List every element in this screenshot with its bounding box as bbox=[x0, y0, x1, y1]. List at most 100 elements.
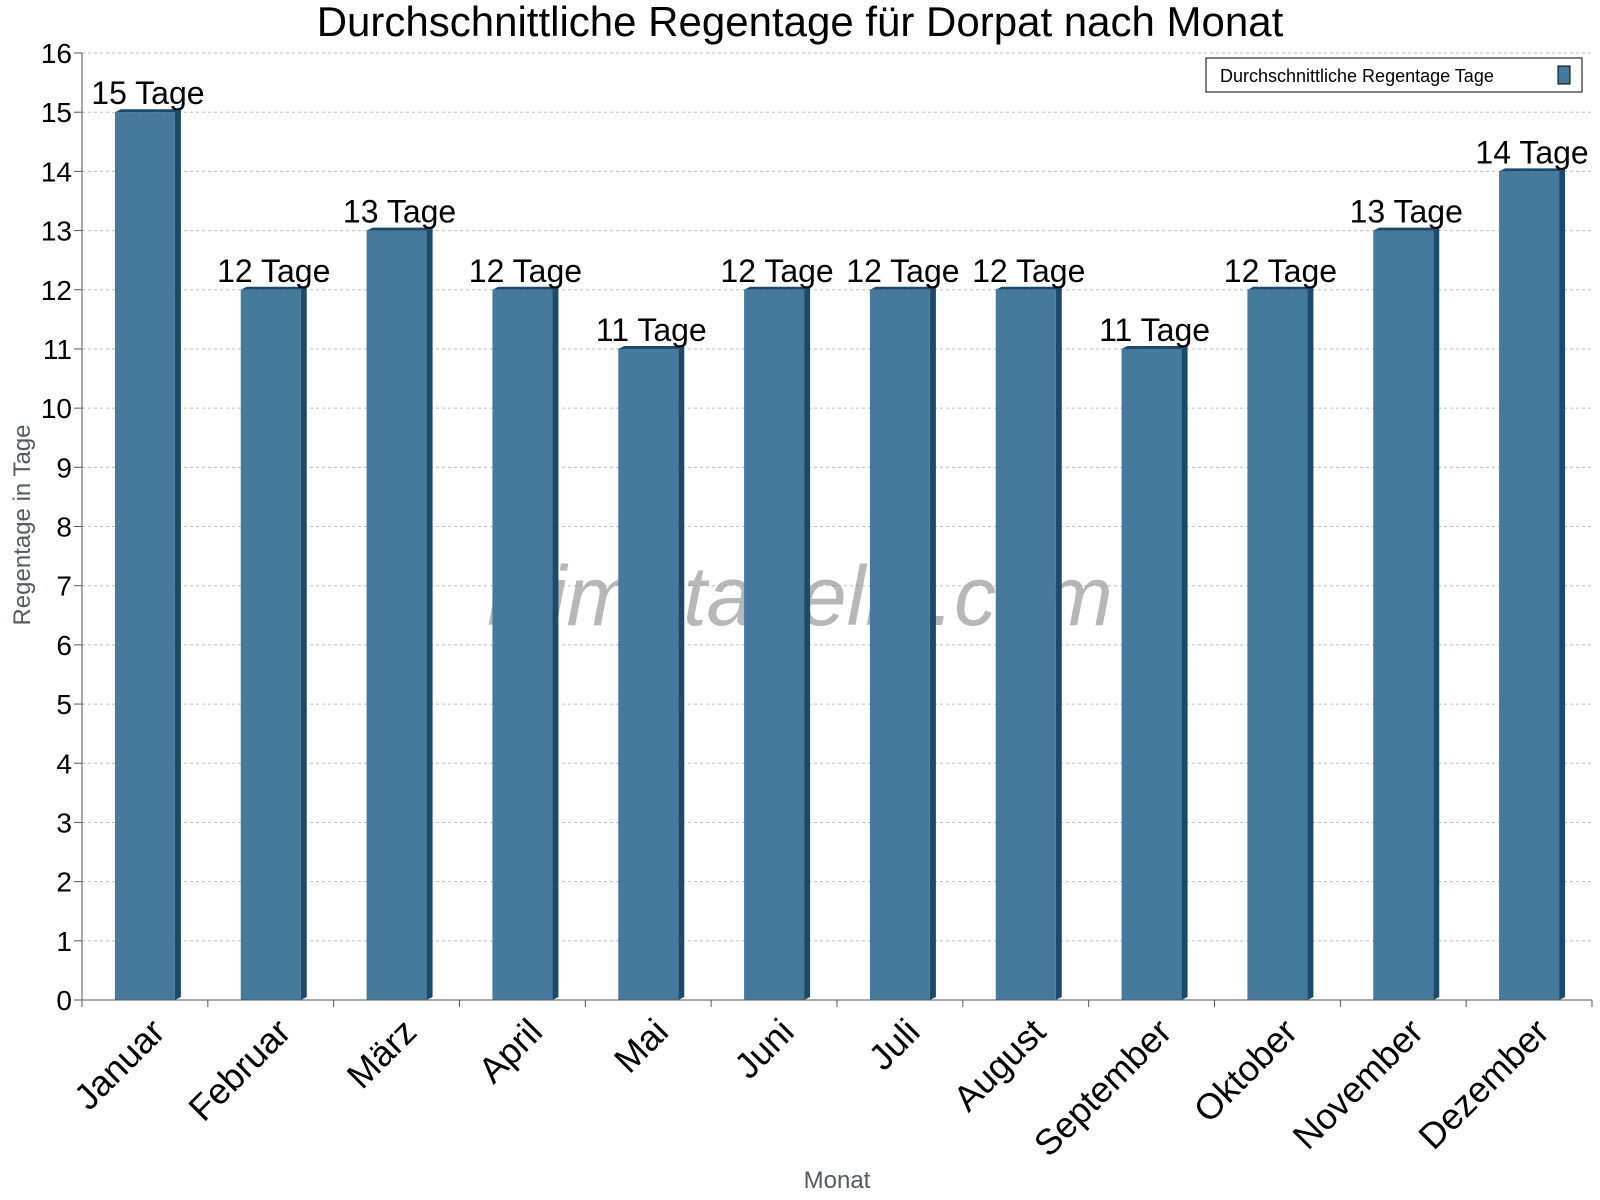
bar-group bbox=[1499, 168, 1566, 1000]
data-label: 12 Tage bbox=[1224, 253, 1337, 289]
bar-side bbox=[1307, 286, 1314, 1000]
bar-group bbox=[995, 286, 1062, 1000]
data-label: 12 Tage bbox=[217, 253, 330, 289]
bar-side bbox=[300, 286, 307, 1000]
bar-side bbox=[174, 109, 181, 1000]
y-tick-label: 14 bbox=[41, 156, 72, 187]
bar-group bbox=[1373, 227, 1440, 1000]
y-tick-label: 8 bbox=[56, 512, 72, 543]
bar-side bbox=[1055, 286, 1062, 1000]
gridlines bbox=[82, 52, 1592, 942]
bar-group bbox=[869, 286, 936, 1000]
y-tick-label: 5 bbox=[56, 689, 72, 720]
bar-group bbox=[744, 286, 811, 1000]
legend-box bbox=[1205, 57, 1583, 93]
data-labels: 15 Tage 12 Tage 13 Tage 12 Tage 11 Tage 12 Ta… bbox=[91, 75, 1588, 348]
bar bbox=[1499, 171, 1560, 1000]
bar-top bbox=[114, 109, 181, 113]
bar-side bbox=[929, 286, 936, 1000]
chart-title: Durchschnittliche Regentage für Dorpat n… bbox=[317, 0, 1284, 45]
x-tick-label: Februar bbox=[180, 1011, 298, 1129]
data-label: 11 Tage bbox=[596, 312, 707, 348]
bar bbox=[869, 289, 930, 1000]
bar bbox=[114, 112, 175, 1000]
y-tick-label: 4 bbox=[56, 748, 72, 779]
x-tick-label: Dezember bbox=[1410, 1011, 1556, 1157]
bar-group bbox=[1247, 286, 1314, 1000]
y-tick-label: 2 bbox=[56, 867, 72, 898]
bar bbox=[240, 289, 301, 1000]
x-tick-label: April bbox=[470, 1011, 550, 1091]
data-label: 11 Tage bbox=[1099, 312, 1210, 348]
x-tick-label: Januar bbox=[66, 1011, 173, 1118]
bar-side bbox=[804, 286, 811, 1000]
bar bbox=[1121, 348, 1182, 1000]
bar-top bbox=[366, 227, 433, 231]
legend: Durchschnittliche Regentage Tage bbox=[1205, 57, 1583, 93]
bar-side bbox=[1181, 345, 1188, 1000]
x-tick-label: Juni bbox=[726, 1011, 802, 1087]
bar-group bbox=[240, 286, 307, 1000]
y-tick-label: 11 bbox=[43, 334, 72, 365]
bars bbox=[114, 109, 1566, 1000]
y-tick-label: 9 bbox=[56, 452, 72, 483]
y-tick-label: 12 bbox=[41, 275, 72, 306]
data-label: 15 Tage bbox=[91, 75, 204, 111]
bar bbox=[744, 289, 805, 1000]
bar-top bbox=[240, 286, 307, 290]
x-tick-label: März bbox=[339, 1011, 425, 1097]
bar-side bbox=[1559, 168, 1566, 1000]
bar-top bbox=[1121, 345, 1188, 349]
y-tick-label: 0 bbox=[56, 985, 72, 1016]
data-label: 12 Tage bbox=[972, 253, 1085, 289]
bar-group bbox=[114, 109, 181, 1000]
legend-label: Durchschnittliche Regentage Tage bbox=[1220, 66, 1494, 86]
bar bbox=[366, 230, 427, 1000]
y-tick-label: 7 bbox=[56, 571, 72, 602]
x-tick-label: Oktober bbox=[1186, 1011, 1306, 1131]
y-tick-label: 13 bbox=[41, 216, 72, 247]
bar-top bbox=[492, 286, 559, 290]
x-tick-label: Mai bbox=[606, 1011, 676, 1081]
y-tick-label: 16 bbox=[41, 38, 72, 69]
bar-side bbox=[426, 227, 433, 1000]
bar-group bbox=[1121, 345, 1188, 1000]
bar bbox=[995, 289, 1056, 1000]
x-axis-title: Monat bbox=[804, 1167, 871, 1194]
bar bbox=[492, 289, 553, 1000]
x-tick-label: September bbox=[1026, 1011, 1180, 1165]
data-label: 13 Tage bbox=[343, 194, 456, 230]
bar-side bbox=[552, 286, 559, 1000]
y-tick-label: 10 bbox=[41, 393, 72, 424]
bar-side bbox=[678, 345, 685, 1000]
data-label: 12 Tage bbox=[469, 253, 582, 289]
y-axis-title: Regentage in Tage bbox=[9, 424, 36, 625]
bar-top bbox=[995, 286, 1062, 290]
data-label: 12 Tage bbox=[720, 253, 833, 289]
y-tick-label: 3 bbox=[56, 807, 72, 838]
x-tick-label: August bbox=[945, 1011, 1053, 1119]
legend-swatch bbox=[1557, 65, 1571, 85]
bar bbox=[618, 348, 679, 1000]
bar-top bbox=[1499, 168, 1566, 172]
data-label: 13 Tage bbox=[1350, 194, 1463, 230]
bar-group bbox=[366, 227, 433, 1000]
bar-group bbox=[492, 286, 559, 1000]
data-label: 12 Tage bbox=[846, 253, 959, 289]
bar bbox=[1247, 289, 1308, 1000]
bar-top bbox=[869, 286, 936, 290]
y-tick-label: 6 bbox=[56, 630, 72, 661]
bar bbox=[1373, 230, 1434, 1000]
bar-top bbox=[618, 345, 685, 349]
bar-side bbox=[1433, 227, 1440, 1000]
x-tick-label: November bbox=[1284, 1011, 1430, 1157]
y-tick-label: 1 bbox=[56, 926, 72, 957]
bar-top bbox=[1373, 227, 1440, 231]
bar-group bbox=[618, 345, 685, 1000]
bar-top bbox=[744, 286, 811, 290]
x-tick-label: Juli bbox=[860, 1011, 927, 1078]
data-label: 14 Tage bbox=[1475, 134, 1588, 170]
y-tick-label: 15 bbox=[41, 97, 72, 128]
bar-top bbox=[1247, 286, 1314, 290]
